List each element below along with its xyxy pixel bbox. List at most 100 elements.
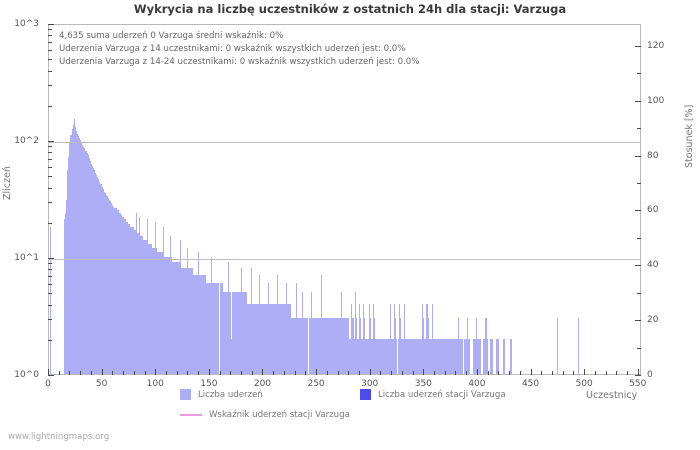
histogram-bar — [136, 233, 138, 374]
histogram-bar — [372, 303, 374, 374]
axis-tick — [48, 29, 52, 30]
axis-tick — [48, 71, 52, 72]
x-axis-tick-label: 550 — [629, 379, 647, 389]
histogram-bar — [346, 318, 348, 374]
gridline — [49, 142, 640, 143]
legend-item-station-ratio[interactable]: Wskaźnik uderzeń stacji Varzuga — [180, 410, 350, 420]
axis-tick — [145, 371, 146, 375]
histogram-bar — [203, 275, 205, 374]
histogram-bar — [400, 338, 402, 374]
axis-tick — [595, 371, 596, 375]
histogram-bar — [425, 338, 427, 374]
histogram-bar — [511, 338, 513, 374]
histogram-bar — [475, 318, 477, 374]
histogram-bar — [190, 268, 192, 374]
histogram-bar — [145, 239, 147, 374]
histogram-bar — [455, 338, 457, 374]
histogram-bar — [429, 338, 431, 374]
histogram-bar — [189, 268, 191, 374]
axis-tick — [402, 371, 403, 375]
histogram-bar — [353, 338, 355, 374]
histogram-bar — [206, 282, 208, 374]
axis-tick — [637, 128, 641, 129]
histogram-bar — [252, 303, 254, 374]
histogram-bar — [288, 303, 290, 374]
axis-tick — [327, 371, 328, 375]
histogram-bar — [317, 318, 319, 374]
histogram-bar — [70, 135, 72, 374]
histogram-bar — [196, 275, 199, 374]
histogram-bar — [485, 318, 487, 374]
histogram-bar — [322, 318, 324, 374]
legend-item-station-strokes[interactable]: Liczba uderzeń stacji Varzuga — [360, 389, 506, 400]
histogram-bar — [94, 170, 96, 374]
histogram-bar — [211, 282, 214, 374]
histogram-bar — [321, 275, 323, 374]
histogram-bar — [270, 303, 273, 374]
axis-tick — [48, 375, 54, 376]
histogram-bar — [476, 338, 478, 374]
histogram-bar — [50, 227, 52, 374]
axis-tick — [155, 369, 156, 375]
histogram-bar — [129, 224, 131, 374]
histogram-bar — [184, 268, 186, 374]
histogram-bar — [185, 268, 187, 374]
histogram-bar — [440, 338, 442, 374]
histogram-bar — [69, 142, 71, 374]
histogram-bar — [278, 303, 280, 374]
histogram-bar — [84, 148, 86, 374]
y-axis-left-tick-label: 10^1 — [14, 253, 39, 263]
histogram-bar — [118, 212, 120, 374]
histogram-bar — [443, 338, 445, 374]
histogram-bar — [367, 338, 369, 374]
histogram-bar — [75, 130, 77, 374]
axis-tick — [48, 59, 52, 60]
histogram-bar — [421, 338, 423, 374]
histogram-bar — [423, 318, 425, 374]
axis-tick — [262, 369, 263, 375]
histogram-bar — [399, 318, 401, 374]
histogram-bar — [122, 216, 125, 374]
histogram-bar — [418, 338, 421, 374]
histogram-bar — [240, 268, 242, 374]
histogram-bar — [354, 292, 356, 374]
histogram-bar — [192, 275, 194, 374]
histogram-bar — [304, 318, 306, 374]
axis-tick — [48, 24, 54, 25]
histogram-bar — [454, 338, 456, 374]
legend-item-strokes[interactable]: Liczba uderzeń — [180, 389, 263, 400]
histogram-bar — [396, 338, 398, 374]
histogram-bar — [130, 227, 132, 374]
axis-tick — [48, 276, 52, 277]
histogram-bar — [157, 252, 159, 374]
legend-label-strokes: Liczba uderzeń — [198, 389, 263, 400]
histogram-bar — [72, 124, 74, 374]
axis-tick — [284, 371, 285, 375]
histogram-bar — [510, 338, 512, 374]
axis-tick — [48, 141, 54, 142]
histogram-bar — [290, 303, 292, 374]
axis-tick — [48, 269, 52, 270]
histogram-bar — [158, 252, 160, 374]
histogram-bars — [49, 25, 640, 374]
y-axis-right-tick-label: 100 — [647, 95, 665, 106]
histogram-bar — [259, 275, 261, 374]
histogram-bar — [314, 318, 316, 374]
histogram-bar — [355, 318, 357, 374]
histogram-bar — [387, 338, 389, 374]
histogram-bar — [329, 318, 331, 374]
axis-tick — [627, 371, 628, 375]
x-axis-tick-label: 400 — [468, 379, 486, 389]
histogram-bar — [223, 292, 225, 374]
legend-swatch-station-strokes — [360, 389, 371, 400]
histogram-bar — [428, 338, 430, 374]
histogram-bar — [450, 338, 452, 374]
histogram-bar — [444, 338, 446, 374]
histogram-bar — [110, 201, 112, 374]
histogram-bar — [151, 247, 153, 374]
histogram-bar — [149, 243, 151, 374]
histogram-bar — [392, 338, 394, 374]
histogram-bar — [96, 175, 98, 374]
histogram-bar — [260, 303, 262, 374]
axis-tick — [59, 371, 60, 375]
